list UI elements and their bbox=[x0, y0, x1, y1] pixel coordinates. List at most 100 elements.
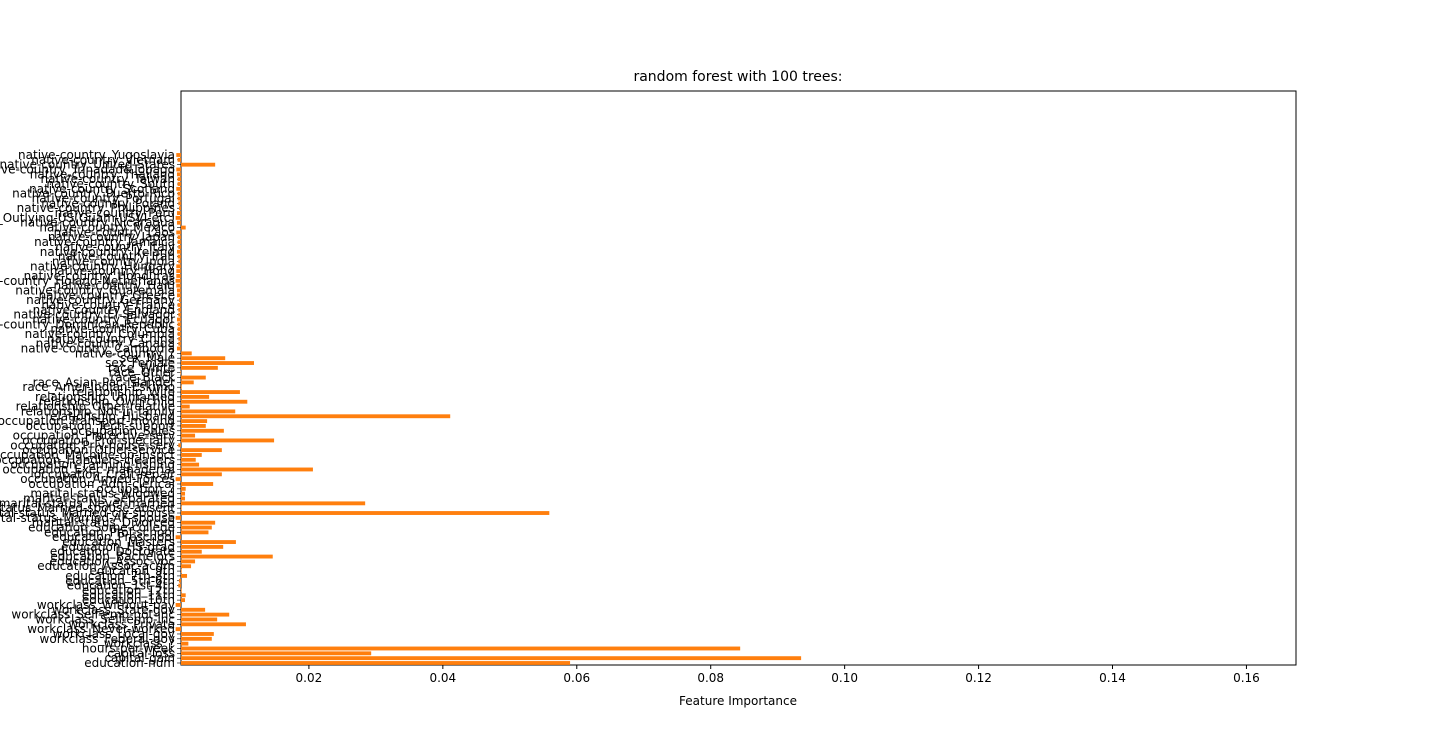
y-tick-label: education_11th bbox=[82, 588, 175, 602]
x-tick-label: 0.02 bbox=[296, 671, 323, 685]
bar bbox=[181, 656, 802, 661]
bar bbox=[181, 404, 190, 409]
bar bbox=[176, 293, 181, 298]
bar bbox=[181, 661, 571, 665]
y-tick-label: native-country_Honduras bbox=[24, 269, 175, 283]
bar bbox=[177, 196, 181, 201]
bar bbox=[176, 211, 181, 215]
bar bbox=[177, 303, 181, 307]
bar bbox=[181, 549, 202, 554]
bar bbox=[178, 336, 181, 341]
bar bbox=[177, 327, 181, 332]
y-tick-label: native-country_Germany bbox=[26, 293, 175, 307]
y-tick-label: workclass_Private bbox=[68, 617, 175, 631]
y-tick-label: native-country_Nicaragua bbox=[20, 216, 175, 230]
bar bbox=[181, 448, 222, 453]
y-tick-label: workclass_? bbox=[104, 637, 175, 651]
y-tick-label: native-country_Laos bbox=[54, 225, 175, 239]
bar bbox=[181, 433, 196, 438]
x-tick-label: 0.06 bbox=[563, 671, 590, 685]
bar bbox=[176, 274, 181, 278]
bar bbox=[181, 462, 200, 467]
x-tick-label: 0.10 bbox=[831, 671, 858, 685]
y-tick-label: occupation_Priv-house-serv bbox=[10, 438, 175, 452]
y-tick-label: native-country_Hong bbox=[50, 264, 175, 278]
x-tick-label: 0.04 bbox=[429, 671, 456, 685]
bar bbox=[181, 365, 218, 370]
bar bbox=[181, 491, 186, 496]
bar bbox=[181, 554, 273, 559]
y-tick-label: workclass_Without-pay bbox=[37, 598, 175, 612]
y-tick-label: workclass_State-gov bbox=[52, 603, 175, 617]
y-tick-label: hours-per-week bbox=[82, 641, 175, 655]
y-tick-label: education_Doctorate bbox=[50, 545, 175, 559]
bar bbox=[176, 230, 181, 235]
y-tick-label: native-country_El-Salvador bbox=[13, 308, 175, 322]
bar bbox=[181, 467, 313, 472]
bar bbox=[175, 278, 181, 283]
y-tick-label: native-country_Holand-Netherlands bbox=[0, 274, 175, 288]
y-tick-label: native-country_South bbox=[46, 177, 175, 191]
y-tick-label: marital-status_Married-spouse-absent bbox=[0, 501, 175, 515]
y-tick-label: occupation_Adm-clerical bbox=[28, 477, 175, 491]
y-tick-label: race_Other bbox=[109, 366, 175, 380]
bar bbox=[178, 298, 181, 303]
bar bbox=[175, 627, 181, 632]
y-tick-label: occupation_Handlers-cleaners bbox=[0, 453, 175, 467]
y-tick-label: native-country_China bbox=[47, 332, 175, 346]
y-tick-label: native-country_Scotland bbox=[29, 182, 175, 196]
y-tick-label: workclass_Self-emp-not-inc bbox=[11, 608, 175, 622]
y-tick-label: relationship_Not-in-family bbox=[21, 404, 175, 418]
y-tick-label: native-country_? bbox=[75, 346, 175, 360]
bar bbox=[176, 167, 181, 172]
y-tick-label: workclass_Federal-gov bbox=[40, 632, 175, 646]
bar bbox=[177, 191, 181, 196]
y-tick-label: workclass_Self-emp-inc bbox=[35, 612, 175, 626]
y-tick-label: occupation_? bbox=[97, 482, 175, 496]
y-tick-label: race_Black bbox=[110, 371, 175, 385]
y-tick-label: relationship_Wife bbox=[72, 385, 175, 399]
y-tick-label: native-country_Mexico bbox=[39, 221, 175, 235]
x-axis-label: Feature Importance bbox=[679, 694, 797, 708]
bar bbox=[176, 220, 181, 225]
bar bbox=[176, 269, 181, 274]
bar bbox=[180, 370, 181, 375]
y-tick-label: education_Masters bbox=[62, 535, 175, 549]
y-tick-label: marital-status_Separated bbox=[23, 492, 175, 506]
y-tick-label: native-country_Philippines bbox=[17, 201, 175, 215]
bar bbox=[176, 172, 181, 177]
y-tick-label: native-country_Outlying-US(Guam-USVI-etc… bbox=[0, 211, 175, 225]
y-tick-label: education_Bachelors bbox=[50, 550, 175, 564]
bar bbox=[181, 351, 192, 356]
bar bbox=[181, 486, 186, 491]
bar bbox=[181, 573, 188, 578]
bar bbox=[181, 428, 224, 433]
y-tick-label: occupation_Machine-op-inspct bbox=[0, 448, 175, 462]
x-tick-label: 0.08 bbox=[697, 671, 724, 685]
y-tick-label: native-country_Canada bbox=[36, 337, 175, 351]
bar bbox=[178, 201, 181, 206]
y-tick-label: capital-gain bbox=[104, 651, 175, 665]
y-tick-label: education_10th bbox=[82, 593, 175, 607]
y-tick-label: relationship_Other-relative bbox=[16, 400, 175, 414]
y-tick-label: native-country_Ireland bbox=[40, 245, 175, 259]
bar bbox=[181, 453, 202, 457]
y-tick-label: native-country_India bbox=[52, 254, 175, 268]
bar bbox=[181, 419, 208, 424]
bar bbox=[181, 651, 372, 656]
bar bbox=[181, 593, 186, 598]
y-tick-label: education_5th-6th bbox=[65, 574, 175, 588]
bar bbox=[181, 544, 224, 549]
y-tick-label: occupation_Sales bbox=[71, 424, 175, 438]
bar bbox=[181, 520, 216, 525]
y-tick-label: occupation_Exec-managerial bbox=[2, 462, 175, 476]
bar bbox=[181, 225, 186, 230]
bar bbox=[181, 559, 196, 564]
bar bbox=[181, 540, 236, 544]
y-tick-label: native-country_Guatemala bbox=[15, 283, 175, 297]
bar bbox=[181, 511, 550, 515]
y-tick-label: native-country_Dominican-Republic bbox=[0, 317, 175, 331]
y-tick-label: marital-status_Married-civ-spouse bbox=[0, 506, 175, 520]
bar bbox=[181, 641, 189, 646]
